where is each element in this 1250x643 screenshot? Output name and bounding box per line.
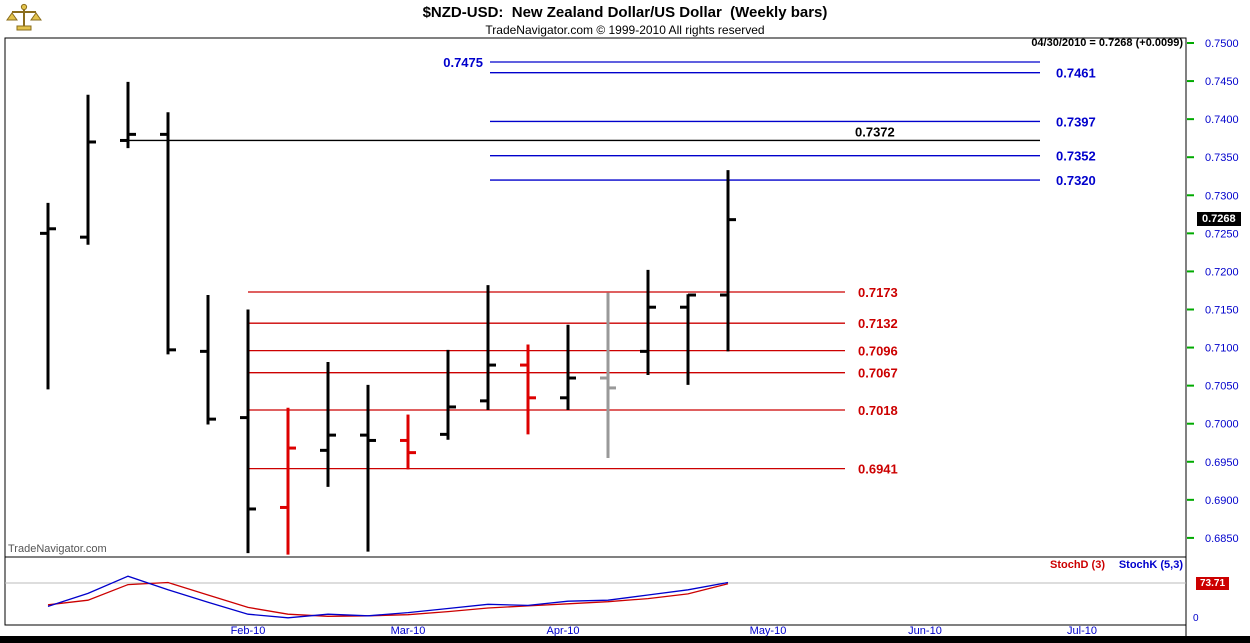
price-axis-label: 0.7150: [1205, 304, 1239, 316]
month-axis-label: Jul-10: [1067, 625, 1097, 637]
price-axis-label: 0.7500: [1205, 38, 1239, 50]
stochk-legend-label: StochK (5,3): [1118, 559, 1183, 571]
level-label-0.7132: 0.7132: [858, 316, 898, 331]
last-quote-readout: 04/30/2010 = 0.7268 (+0.0099): [1031, 37, 1183, 49]
level-label-0.7018: 0.7018: [858, 403, 898, 418]
price-axis-label: 0.7400: [1205, 114, 1239, 126]
stochd-curve: [47, 581, 729, 617]
price-axis-label: 0.7000: [1205, 419, 1239, 431]
level-label-0.7475: 0.7475: [443, 55, 483, 70]
level-label-0.7096: 0.7096: [858, 344, 898, 359]
price-axis-label: 0.6900: [1205, 495, 1239, 507]
price-axis-label: 0.7200: [1205, 266, 1239, 278]
horizontal-scrollbar[interactable]: [0, 636, 1250, 643]
current-price-badge: 0.7268: [1197, 212, 1241, 226]
month-axis-label: May-10: [750, 625, 787, 637]
level-label-0.7320: 0.7320: [1056, 173, 1096, 188]
price-axis-label: 0.7350: [1205, 152, 1239, 164]
level-label-0.7372: 0.7372: [855, 124, 895, 139]
level-label-0.7461: 0.7461: [1056, 66, 1096, 81]
price-axis-label: 0.7050: [1205, 381, 1239, 393]
month-axis-label: Feb-10: [231, 625, 266, 637]
level-label-0.7397: 0.7397: [1056, 114, 1096, 129]
level-label-0.7352: 0.7352: [1056, 149, 1096, 164]
stochd-legend-label: StochD (3): [1050, 559, 1105, 571]
watermark: TradeNavigator.com: [8, 543, 107, 555]
month-axis-label: Apr-10: [546, 625, 579, 637]
price-pane-border: [4, 37, 1187, 558]
level-label-0.7067: 0.7067: [858, 366, 898, 381]
stochk-curve: [47, 575, 729, 619]
stoch-zero-label: 0: [1193, 613, 1199, 624]
price-axis-label: 0.7450: [1205, 76, 1239, 88]
price-axis-label: 0.7300: [1205, 190, 1239, 202]
page-title: $NZD-USD: New Zealand Dollar/US Dollar (…: [422, 4, 828, 21]
level-label-bg: [852, 124, 906, 139]
month-axis-label: Mar-10: [391, 625, 426, 637]
stoch-pane-border: [4, 556, 1187, 626]
tradenavigator-logo-icon: [6, 3, 42, 31]
price-axis-label: 0.7250: [1205, 228, 1239, 240]
stoch-value-badge: 73.71: [1196, 577, 1230, 590]
price-axis-label: 0.6950: [1205, 457, 1239, 469]
level-label-0.7173: 0.7173: [858, 285, 898, 300]
price-axis-label: 0.6850: [1205, 533, 1239, 545]
price-axis-label: 0.7100: [1205, 343, 1239, 355]
month-axis-label: Jun-10: [908, 625, 942, 637]
copyright-line: TradeNavigator.com © 1999-2010 All right…: [485, 23, 765, 37]
level-label-0.6941: 0.6941: [858, 462, 898, 477]
